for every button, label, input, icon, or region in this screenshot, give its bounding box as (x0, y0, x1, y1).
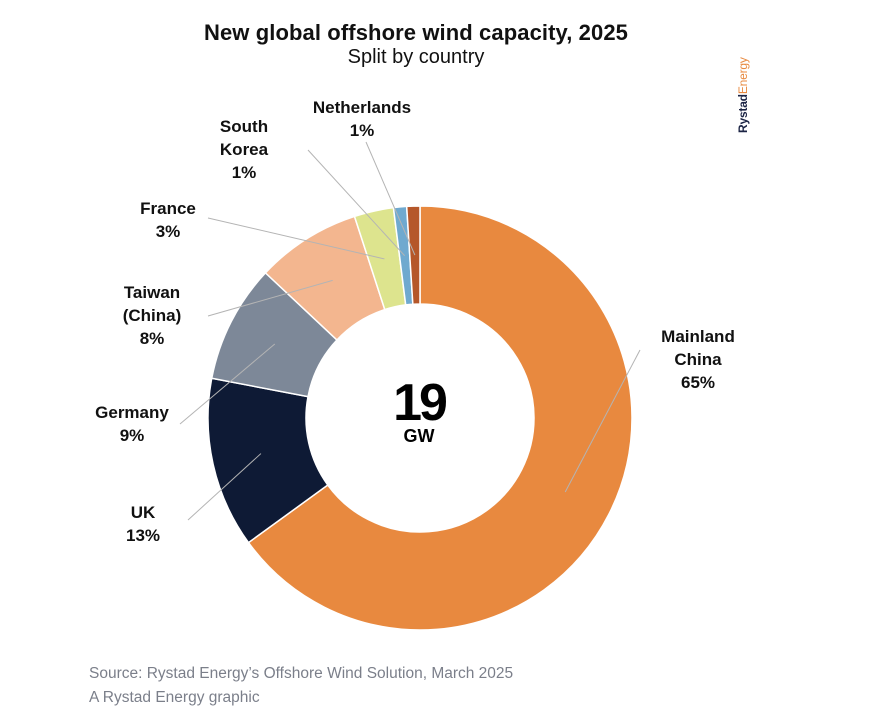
slice-name: France (140, 199, 196, 218)
slice-name: (China) (123, 306, 182, 325)
slice-percent: 13% (126, 526, 160, 545)
slice-label: UK 13% (126, 503, 160, 545)
chart-title: New global offshore wind capacity, 2025 (203, 20, 629, 45)
labels-group: Mainland China 65% UK 13% Germany 9% Taiwan (Chi… (95, 98, 735, 545)
source-note: Source: Rystad Energy’s Offshore Wind So… (89, 662, 513, 710)
leader-line (307, 149, 406, 257)
leader-lines-group (179, 141, 641, 521)
slices-group (207, 205, 633, 631)
leader-line (207, 279, 333, 317)
slice-netherlands (405, 205, 421, 306)
leader-line (187, 453, 262, 521)
leader-line (179, 343, 276, 425)
center-total-value: 19 (393, 374, 446, 432)
slice-name: Korea (220, 140, 269, 159)
slice-percent: 8% (140, 329, 165, 348)
slice-mainland-china (247, 205, 633, 631)
slice-label: France 3% (140, 199, 196, 241)
slice-percent: 65% (681, 373, 715, 392)
slice-percent: 1% (350, 121, 375, 140)
chart-subtitle: Split by country (347, 46, 485, 68)
slice-label: Mainland China 65% (661, 327, 735, 392)
credit-line: A Rystad Energy graphic (89, 689, 260, 706)
slice-percent: 3% (156, 222, 181, 241)
slice-label: Taiwan (China) 8% (123, 283, 182, 348)
source-line: Source: Rystad Energy’s Offshore Wind So… (89, 665, 514, 682)
slice-name: South (220, 117, 268, 136)
center-total-unit: GW (404, 426, 435, 446)
slice-label: Germany 9% (95, 403, 169, 445)
slice-percent: 9% (120, 426, 145, 445)
slice-name: UK (131, 503, 156, 522)
slice-name: Netherlands (313, 98, 411, 117)
slice-label: South Korea 1% (220, 117, 269, 182)
slice-name: Mainland (661, 327, 735, 346)
slice-label: Netherlands 1% (313, 98, 411, 140)
slice-name: China (674, 350, 722, 369)
leader-line (207, 217, 385, 260)
slice-percent: 1% (232, 163, 257, 182)
leader-line (365, 141, 416, 256)
slice-name: Germany (95, 403, 169, 422)
leader-line (564, 349, 641, 493)
slice-name: Taiwan (124, 283, 180, 302)
